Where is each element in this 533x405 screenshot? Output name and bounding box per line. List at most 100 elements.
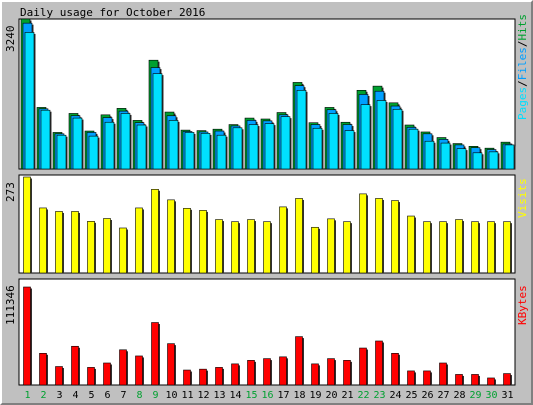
- visits-bar: [55, 211, 63, 274]
- day-tick-label: 20: [325, 390, 337, 401]
- day-tick-label: 12: [197, 390, 209, 401]
- pages-bar: [440, 142, 451, 170]
- kbytes-bar: [183, 369, 191, 386]
- visits-bar: [487, 221, 495, 274]
- visits-bar: [391, 200, 399, 274]
- day-tick-label: 18: [293, 390, 305, 401]
- visits-bar: [471, 221, 479, 274]
- visits-bar: [135, 207, 143, 274]
- pages-bar: [344, 130, 355, 170]
- day-tick-label: 5: [88, 390, 94, 401]
- day-tick-label: 7: [120, 390, 126, 401]
- visits-bar: [295, 198, 303, 274]
- hits-max-label: 3240: [4, 26, 17, 53]
- kbytes-bar: [279, 356, 287, 386]
- chart-title: Daily usage for October 2016: [20, 6, 205, 19]
- hits-series-label: Pages/Files/Hits: [516, 14, 529, 120]
- day-tick-label: 31: [501, 390, 513, 401]
- kbytes-bar: [247, 360, 255, 386]
- visits-bar: [119, 227, 127, 274]
- kbytes-bar: [455, 374, 463, 386]
- day-tick-label: 8: [136, 390, 142, 401]
- day-tick-label: 27: [437, 390, 449, 401]
- pages-bar: [56, 134, 67, 170]
- series-label-part: /: [516, 80, 529, 87]
- day-tick-label: 24: [389, 390, 401, 401]
- pages-bar: [280, 116, 291, 170]
- pages-bar: [232, 127, 243, 170]
- pages-bar: [200, 133, 211, 170]
- day-tick-label: 29: [469, 390, 481, 401]
- kbytes-bar: [135, 355, 143, 386]
- pages-bar: [424, 140, 435, 170]
- day-tick-label: 13: [213, 390, 225, 401]
- kbytes-bar: [311, 363, 319, 386]
- visits-bar: [375, 198, 383, 274]
- pages-bar: [104, 121, 115, 170]
- visits-bar: [167, 199, 175, 274]
- kbytes-series-label: KBytes: [516, 285, 529, 325]
- day-tick-label: 22: [357, 390, 369, 401]
- pages-bar: [168, 120, 179, 170]
- kbytes-bar: [391, 353, 399, 386]
- day-tick-label: 16: [261, 390, 273, 401]
- pages-bar: [248, 124, 259, 170]
- visits-bar: [231, 221, 239, 274]
- kbytes-bar: [199, 368, 207, 386]
- pages-bar: [216, 134, 227, 170]
- kbytes-bar: [295, 336, 303, 386]
- pages-bar: [152, 73, 163, 170]
- kbytes-bar: [39, 353, 47, 386]
- visits-bar: [263, 221, 271, 274]
- pages-bar: [472, 152, 483, 170]
- kbytes-bar: [23, 286, 31, 386]
- series-label-part: Pages: [516, 87, 529, 120]
- kbytes-bar: [55, 366, 63, 386]
- visits-bar: [247, 219, 255, 274]
- day-tick-label: 23: [373, 390, 385, 401]
- series-label-part: /: [516, 41, 529, 48]
- pages-bar: [72, 117, 83, 170]
- kbytes-bar: [487, 377, 495, 386]
- kbytes-bar: [439, 362, 447, 386]
- pages-bar: [504, 144, 515, 170]
- visits-bar: [87, 221, 95, 274]
- kbytes-bar: [167, 343, 175, 386]
- visits-bar: [279, 206, 287, 274]
- kbytes-bar: [375, 340, 383, 386]
- pages-bar: [88, 135, 99, 170]
- day-tick-label: 11: [181, 390, 193, 401]
- kbytes-bar: [103, 362, 111, 386]
- visits-bar: [503, 221, 511, 274]
- pages-bar: [264, 123, 275, 170]
- kbytes-bar: [359, 347, 367, 386]
- visits-bar: [151, 189, 159, 274]
- day-tick-label: 17: [277, 390, 289, 401]
- visits-bar: [423, 221, 431, 274]
- day-tick-label: 10: [165, 390, 177, 401]
- pages-bar: [456, 148, 467, 170]
- kbytes-bar: [151, 322, 159, 386]
- day-tick-label: 26: [421, 390, 433, 401]
- pages-bar: [296, 89, 307, 170]
- visits-bar: [71, 211, 79, 274]
- visits-bar: [439, 221, 447, 274]
- kbytes-bar: [87, 367, 95, 386]
- day-tick-label: 28: [453, 390, 465, 401]
- visits-bar: [327, 218, 335, 274]
- pages-bar: [408, 128, 419, 170]
- day-tick-label: 19: [309, 390, 321, 401]
- day-tick-label: 15: [245, 390, 257, 401]
- kbytes-max-label: 111346: [4, 285, 17, 325]
- day-tick-label: 25: [405, 390, 417, 401]
- pages-bar: [376, 100, 387, 170]
- pages-bar: [24, 32, 35, 170]
- day-tick-label: 9: [152, 390, 158, 401]
- day-tick-label: 3: [56, 390, 62, 401]
- visits-bar: [311, 226, 319, 274]
- pages-bar: [328, 113, 339, 170]
- kbytes-bar: [231, 363, 239, 386]
- kbytes-bar: [119, 349, 127, 386]
- day-tick-label: 14: [229, 390, 241, 401]
